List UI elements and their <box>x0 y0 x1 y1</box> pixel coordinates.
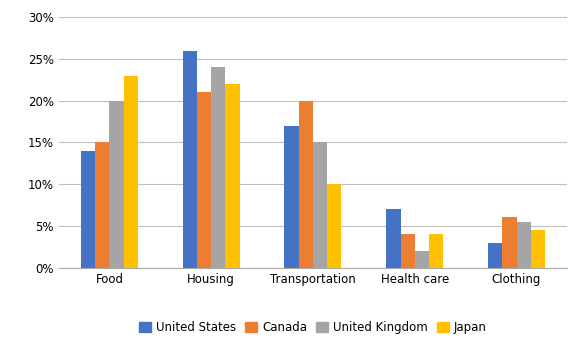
Bar <box>123 75 138 268</box>
Bar <box>401 234 415 268</box>
Bar <box>313 142 327 268</box>
Legend: United States, Canada, United Kingdom, Japan: United States, Canada, United Kingdom, J… <box>135 316 491 339</box>
Bar <box>517 222 531 268</box>
Bar <box>531 230 545 268</box>
Bar <box>327 184 342 268</box>
Bar <box>81 151 95 268</box>
Bar <box>386 209 401 268</box>
Bar <box>299 100 313 268</box>
Bar <box>284 126 299 268</box>
Bar <box>225 84 240 268</box>
Bar <box>415 251 429 268</box>
Bar <box>429 234 443 268</box>
Bar <box>211 67 225 268</box>
Bar <box>503 217 517 268</box>
Bar <box>183 50 197 268</box>
Bar <box>95 142 109 268</box>
Bar <box>197 92 211 268</box>
Bar <box>109 100 123 268</box>
Bar <box>488 243 503 268</box>
